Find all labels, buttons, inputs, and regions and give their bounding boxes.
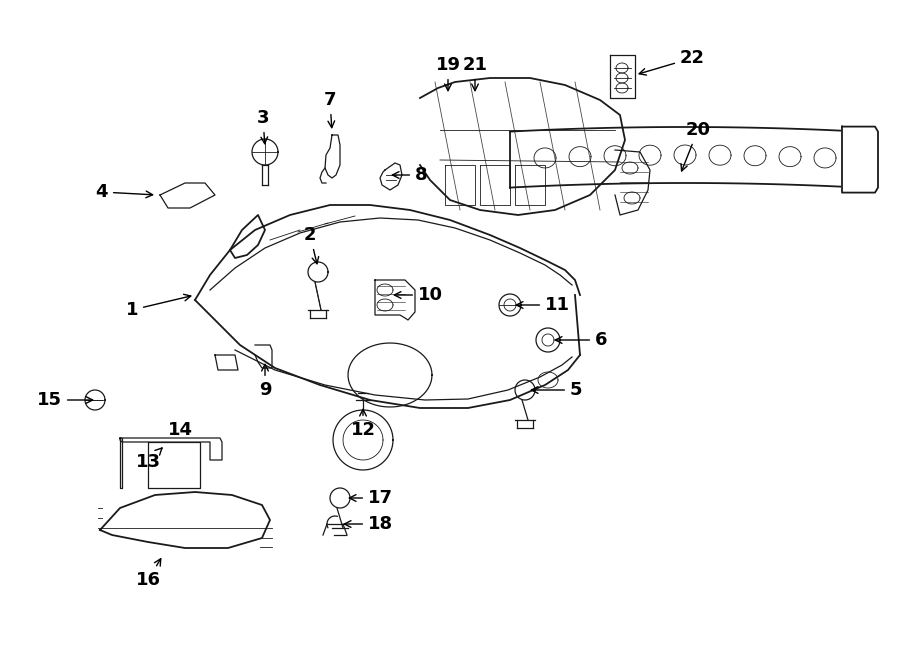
Text: 15: 15 [37, 391, 93, 409]
Text: 14: 14 [168, 421, 193, 439]
Text: 10: 10 [394, 286, 443, 304]
Text: 19: 19 [436, 56, 461, 91]
Text: 7: 7 [324, 91, 337, 128]
Text: 22: 22 [639, 49, 705, 75]
Text: 20: 20 [681, 121, 710, 171]
Polygon shape [120, 438, 222, 460]
Text: 17: 17 [349, 489, 393, 507]
Text: 18: 18 [345, 515, 393, 533]
Text: 2: 2 [304, 226, 319, 264]
Text: 5: 5 [531, 381, 582, 399]
Polygon shape [148, 442, 200, 488]
Polygon shape [100, 492, 270, 548]
Text: 8: 8 [392, 166, 427, 184]
Text: 1: 1 [125, 294, 191, 319]
Text: 16: 16 [136, 559, 161, 589]
Text: 11: 11 [517, 296, 570, 314]
Text: 21: 21 [463, 56, 488, 91]
Polygon shape [610, 55, 635, 98]
Text: 4: 4 [95, 183, 153, 201]
Text: 3: 3 [256, 109, 269, 143]
Text: 9: 9 [259, 364, 271, 399]
Polygon shape [375, 280, 415, 320]
Text: 13: 13 [136, 448, 162, 471]
Polygon shape [420, 78, 625, 215]
Text: 12: 12 [350, 409, 375, 439]
Polygon shape [842, 127, 878, 192]
Polygon shape [160, 183, 215, 208]
Polygon shape [615, 150, 650, 215]
Text: 6: 6 [555, 331, 608, 349]
